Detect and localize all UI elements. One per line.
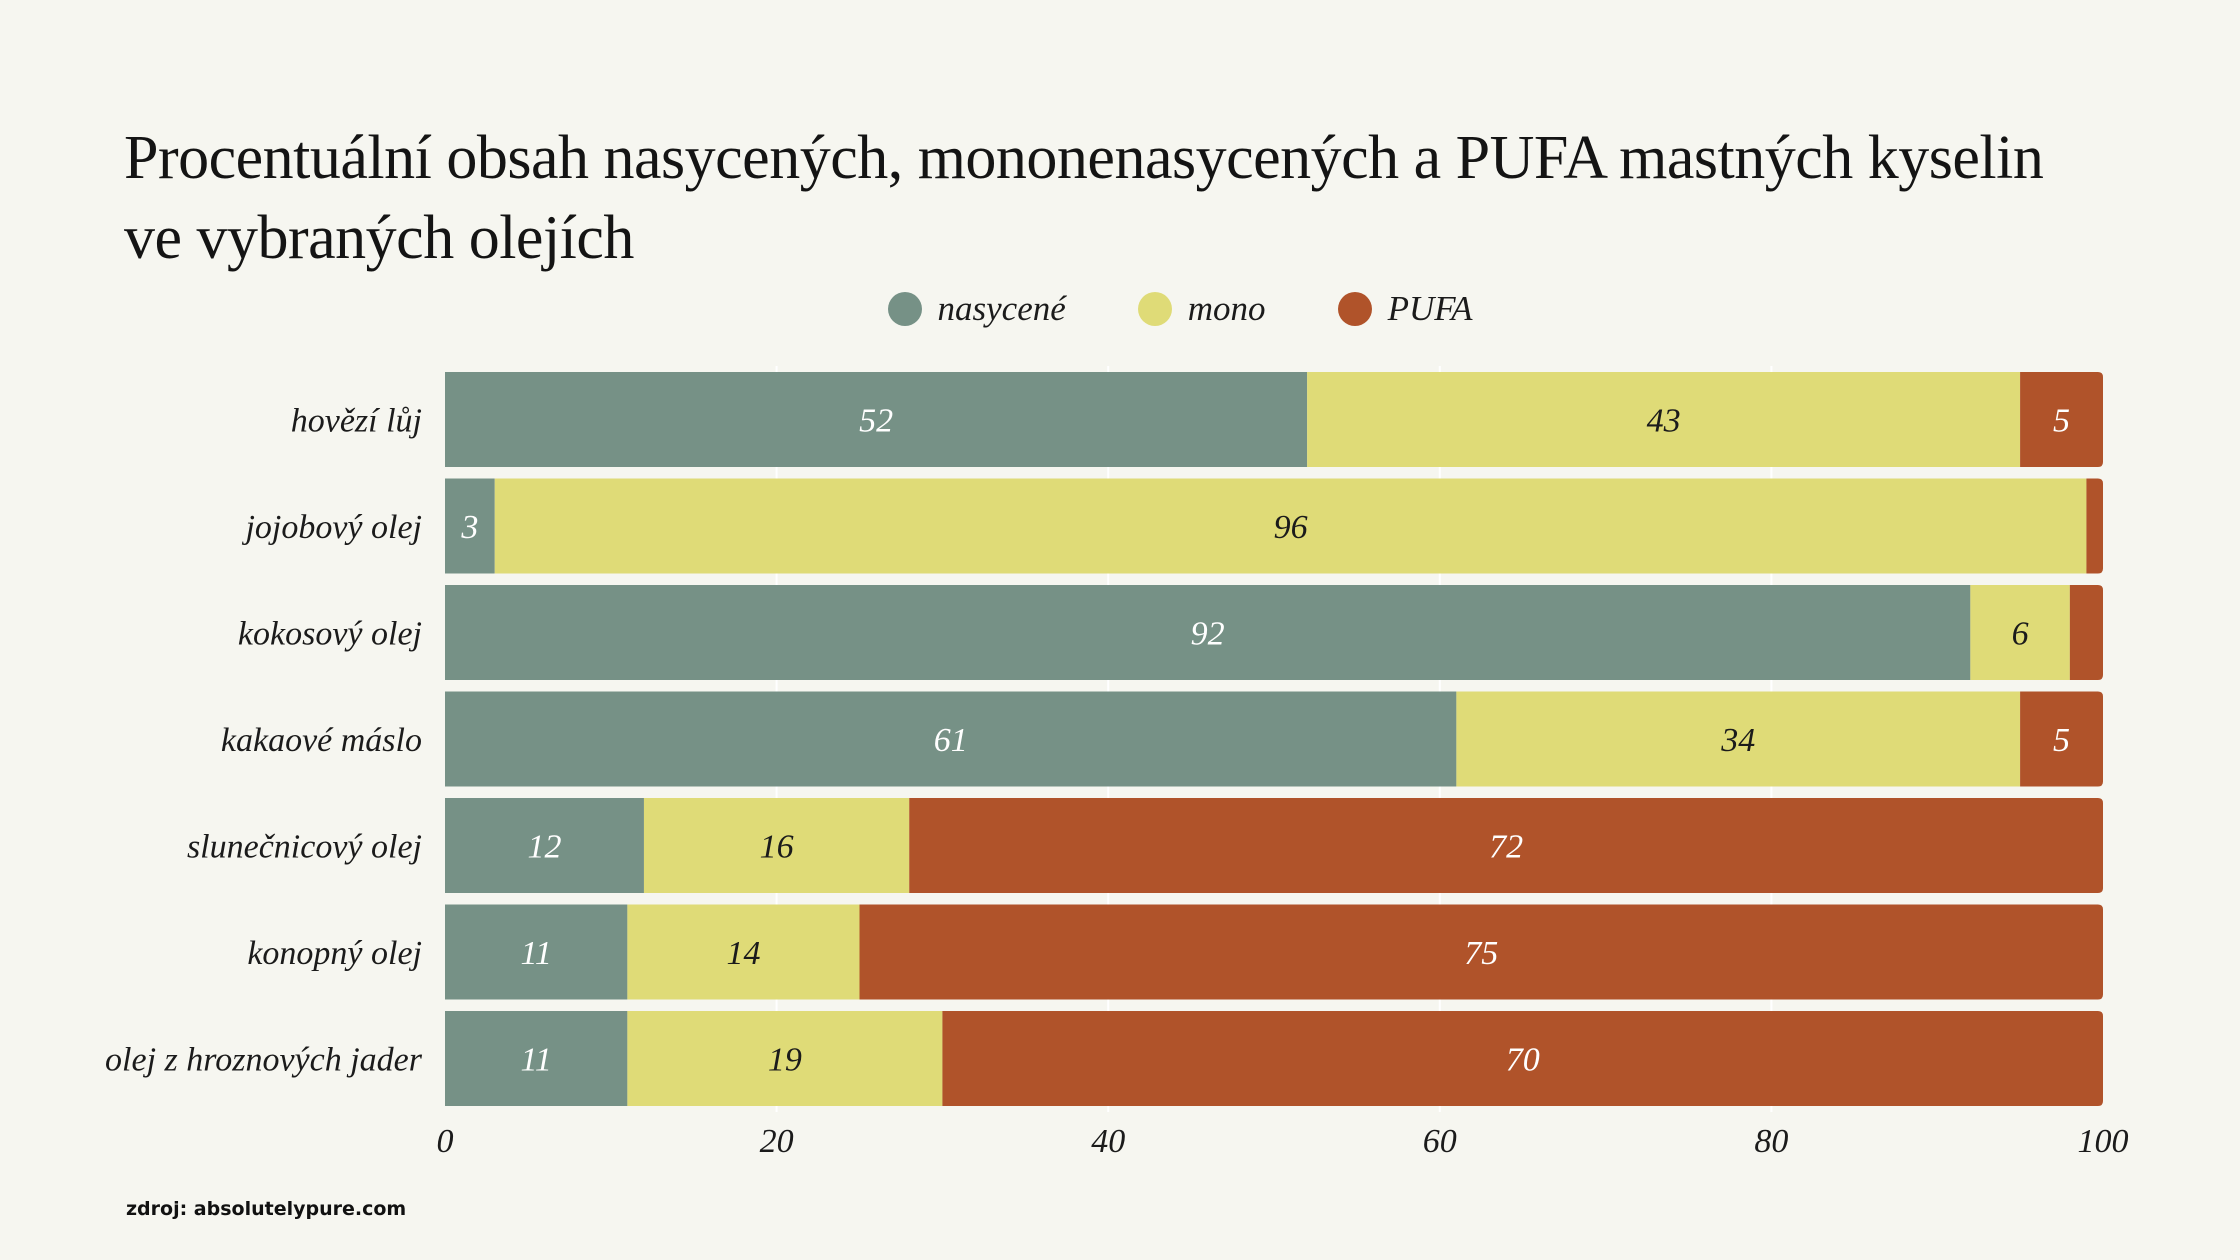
value-label-1-4: 61 <box>934 722 968 759</box>
category-label-3: kokosový olej <box>238 616 422 653</box>
bar-3-4 <box>2020 691 2103 787</box>
legend-swatch-mono <box>1137 292 1172 326</box>
x-tick-label-40: 40 <box>1091 1123 1125 1160</box>
value-label-1-5: 12 <box>527 829 561 866</box>
value-label-2-6: 14 <box>726 935 760 972</box>
value-label-2-7: 19 <box>768 1042 802 1079</box>
value-label-3-4: 5 <box>2053 722 2070 759</box>
category-label-4: kakaové máslo <box>221 722 422 759</box>
legend-label-nasycene: nasycené <box>937 289 1066 328</box>
value-label-3-1: 5 <box>2053 403 2070 440</box>
bar-3-6 <box>859 904 2103 1000</box>
category-label-1: hovězí lůj <box>291 403 422 440</box>
value-label-3-7: 70 <box>1506 1042 1540 1079</box>
value-label-1-3: 92 <box>1191 616 1225 653</box>
bar-1-3 <box>445 585 1971 680</box>
bar-2-7 <box>627 1011 943 1106</box>
x-tick-label-100: 100 <box>2078 1123 2129 1160</box>
bar-3-7 <box>942 1011 2103 1106</box>
category-labels: hovězí lůj jojobový olej kokosový olej kaka… <box>105 403 423 1079</box>
chart-title: Procentuální obsah nasycených, mononenas… <box>124 124 2044 272</box>
bar-1-2 <box>445 478 495 574</box>
bar-2-3 <box>1970 585 2070 680</box>
x-tick-label-80: 80 <box>1754 1123 1788 1160</box>
bar-2-2 <box>494 478 2087 574</box>
x-tick-label-20: 20 <box>760 1123 794 1160</box>
source-note: zdroj: absolutelypure.com <box>126 1198 407 1220</box>
value-label-1-2: 3 <box>460 509 478 546</box>
bar-2-6 <box>627 904 860 1000</box>
value-label-2-4: 34 <box>1720 722 1755 759</box>
value-label-1-1: 52 <box>859 403 893 440</box>
bar-1-7 <box>445 1011 628 1106</box>
bar-3-2 <box>2086 478 2103 574</box>
value-label-2-1: 43 <box>1647 403 1681 440</box>
bar-3-1 <box>2020 372 2103 467</box>
value-label-1-7: 11 <box>520 1042 551 1079</box>
category-label-5: slunečnicový olej <box>187 829 422 866</box>
value-label-2-3: 6 <box>2012 616 2029 653</box>
value-label-1-6: 11 <box>520 935 551 972</box>
bar-3-3 <box>2069 585 2103 680</box>
value-label-3-6: 75 <box>1464 935 1498 972</box>
bar-1-6 <box>445 904 628 1000</box>
category-label-7: olej z hroznových jader <box>105 1042 423 1079</box>
category-label-2: jojobový olej <box>241 509 422 546</box>
bars <box>445 372 2103 1106</box>
x-tick-label-60: 60 <box>1423 1123 1457 1160</box>
x-tick-label-0: 0 <box>437 1123 454 1160</box>
bar-2-4 <box>1456 691 2021 787</box>
value-label-3-5: 72 <box>1489 829 1523 866</box>
legend-swatch-pufa <box>1337 292 1372 326</box>
bar-3-5 <box>909 798 2103 893</box>
value-label-2-5: 16 <box>760 829 794 866</box>
category-label-6: konopný olej <box>247 935 422 972</box>
legend-item-pufa: PUFA <box>1337 286 1473 332</box>
legend-item-nasycene: nasycené <box>887 286 1066 332</box>
bar-2-5 <box>643 798 910 893</box>
legend-item-mono: mono <box>1137 286 1266 332</box>
legend-label-mono: mono <box>1187 289 1266 328</box>
x-axis-ticks: 0 20 40 60 80 100 <box>437 1123 2129 1160</box>
bar-1-5 <box>445 798 644 893</box>
legend: nasycené mono PUFA <box>0 286 2240 332</box>
legend-label-pufa: PUFA <box>1387 289 1473 328</box>
value-label-2-2: 96 <box>1274 509 1308 546</box>
legend-swatch-nasycene <box>887 292 922 326</box>
bar-1-4 <box>445 691 1457 787</box>
value-labels: 52 43 5 3 96 92 6 61 34 5 12 16 72 11 14 75 11 19 70 <box>460 403 2070 1079</box>
bar-2-1 <box>1307 372 2021 467</box>
bar-1-1 <box>445 372 1308 467</box>
